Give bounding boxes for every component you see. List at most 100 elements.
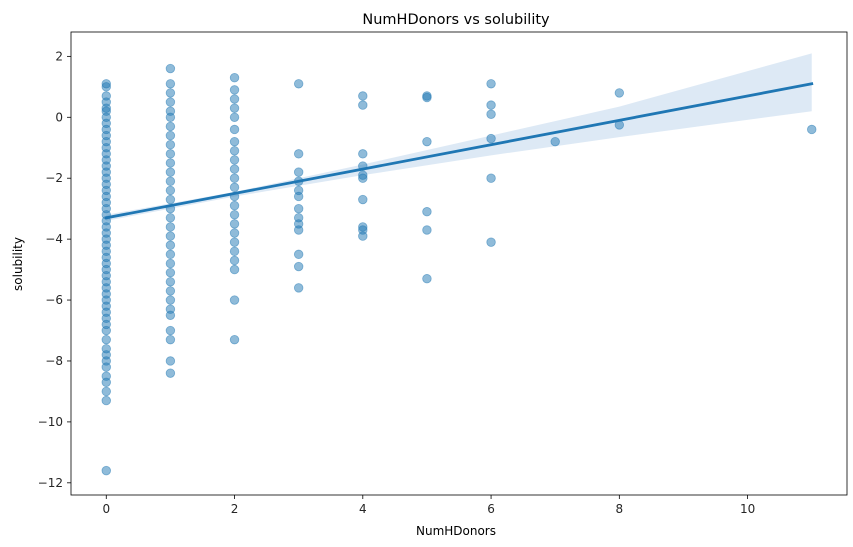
confidence-band-layer — [106, 53, 812, 221]
y-tick-label: −8 — [45, 354, 63, 368]
data-point — [165, 130, 176, 141]
data-point — [101, 362, 111, 372]
data-point — [165, 63, 176, 74]
data-point — [229, 103, 240, 113]
data-point — [229, 173, 240, 183]
data-point — [358, 231, 368, 241]
data-point — [165, 167, 176, 177]
x-axis-label: NumHDonors — [416, 524, 496, 538]
data-point — [165, 249, 176, 260]
data-point — [293, 79, 304, 89]
data-point — [422, 225, 432, 235]
data-point — [165, 258, 176, 269]
data-point — [486, 173, 496, 183]
data-point — [486, 109, 496, 119]
data-point — [229, 124, 240, 135]
data-point — [229, 264, 240, 275]
scatter-points-layer — [101, 63, 817, 476]
data-point — [486, 237, 496, 247]
data-point — [101, 395, 111, 406]
data-point — [486, 100, 496, 110]
data-point — [486, 79, 496, 89]
data-point — [358, 194, 368, 205]
data-point — [293, 261, 304, 272]
data-point — [165, 356, 176, 366]
data-point — [165, 194, 176, 205]
data-point — [550, 136, 560, 147]
data-point — [229, 136, 240, 147]
data-point — [293, 149, 304, 159]
data-point — [293, 167, 304, 177]
x-tick-label: 10 — [740, 502, 755, 516]
plot-frame — [70, 31, 848, 496]
data-point — [229, 295, 240, 305]
data-point — [165, 222, 176, 232]
x-axis: 0 2 4 6 8 10 — [102, 495, 755, 516]
data-point — [165, 176, 176, 186]
data-point — [165, 231, 176, 241]
chart-title: NumHDonors vs solubility — [362, 12, 550, 28]
data-point — [165, 334, 176, 345]
data-point — [165, 97, 176, 107]
data-point — [422, 92, 432, 103]
confidence-band — [106, 53, 812, 221]
data-point — [165, 112, 176, 122]
y-tick-label: 2 — [55, 49, 63, 63]
regression-line — [104, 82, 814, 220]
data-point — [358, 173, 368, 183]
data-point — [229, 237, 240, 247]
data-point — [229, 255, 240, 266]
data-point — [165, 213, 176, 223]
data-point — [229, 94, 240, 104]
x-tick-label: 2 — [231, 502, 239, 516]
data-point — [229, 72, 240, 83]
data-point — [165, 286, 176, 296]
data-point — [165, 267, 176, 278]
data-point — [229, 219, 240, 229]
data-point — [101, 334, 111, 345]
data-point — [101, 377, 111, 387]
data-point — [165, 158, 176, 168]
data-point — [165, 88, 176, 98]
data-point — [358, 100, 368, 110]
data-point — [165, 149, 176, 159]
y-tick-label: −12 — [38, 476, 63, 490]
x-tick-label: 6 — [487, 502, 495, 516]
data-point — [229, 200, 240, 211]
plot-area — [101, 53, 817, 476]
data-point — [358, 149, 368, 159]
data-point — [614, 88, 625, 98]
data-point — [165, 295, 176, 305]
data-point — [101, 386, 111, 397]
data-point — [165, 79, 176, 89]
data-point — [229, 85, 240, 95]
data-point — [165, 368, 176, 378]
data-point — [293, 283, 304, 293]
data-point — [486, 133, 496, 144]
y-tick-label: −6 — [45, 293, 63, 307]
regression-line-layer — [104, 82, 814, 220]
data-point — [165, 140, 176, 150]
data-point — [293, 191, 304, 202]
x-tick-label: 0 — [102, 502, 110, 516]
data-point — [358, 91, 368, 101]
data-point — [293, 249, 304, 260]
y-axis: 2 0 −2 −4 −6 −8 −10 −12 — [38, 49, 71, 490]
data-point — [229, 146, 240, 156]
data-point — [165, 121, 176, 132]
y-tick-label: −2 — [45, 171, 63, 185]
y-tick-label: −10 — [38, 415, 63, 429]
data-point — [229, 155, 240, 165]
data-point — [101, 325, 111, 336]
data-point — [293, 203, 304, 214]
x-tick-label: 4 — [359, 502, 367, 516]
data-point — [229, 246, 240, 257]
data-point — [229, 210, 240, 220]
x-tick-label: 8 — [616, 502, 624, 516]
data-point — [422, 274, 432, 284]
data-point — [229, 182, 240, 193]
data-point — [229, 228, 240, 238]
data-point — [101, 465, 111, 476]
y-tick-label: 0 — [55, 110, 63, 124]
